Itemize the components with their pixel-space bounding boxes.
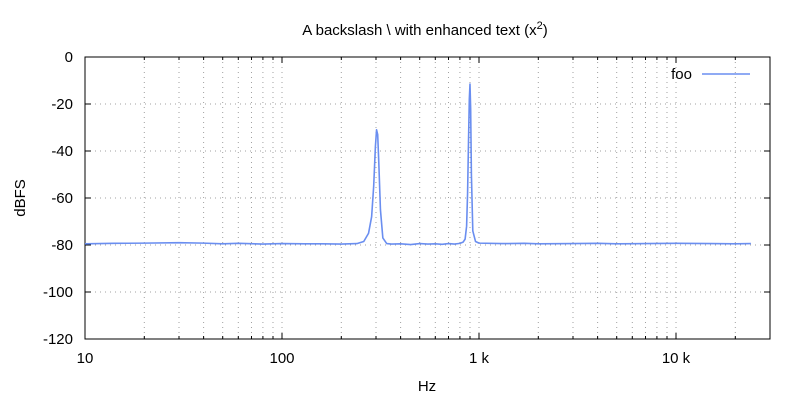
x-axis-label: Hz: [418, 378, 436, 395]
chart-title-tail: ): [543, 22, 548, 39]
y-tick-label: -120: [43, 331, 73, 348]
chart-title-main: A backslash \ with enhanced text (x: [302, 22, 537, 39]
y-tick-label: -80: [51, 237, 73, 254]
y-tick-label: -60: [51, 190, 73, 207]
y-tick-label: -40: [51, 143, 73, 160]
plot-frame: [84, 56, 771, 340]
grid-lines: [85, 57, 770, 339]
chart-title: A backslash \ with enhanced text (x2): [302, 20, 547, 39]
y-tick-label: -20: [51, 96, 73, 113]
y-tick-label: 0: [65, 49, 73, 66]
legend: foo: [671, 66, 750, 83]
chart-title-superscript: 2: [537, 20, 543, 32]
series-layer: [84, 83, 751, 246]
x-tick-label: 100: [269, 350, 294, 367]
y-tick-label: -100: [43, 284, 73, 301]
x-tick-label: 10: [77, 350, 94, 367]
x-tick-label: 10 k: [662, 350, 691, 367]
x-tick-label: 1 k: [469, 350, 490, 367]
plot-border: [84, 56, 771, 340]
legend-label: foo: [671, 66, 692, 83]
series-line-foo: [84, 83, 751, 246]
y-axis-label: dBFS: [12, 179, 29, 217]
